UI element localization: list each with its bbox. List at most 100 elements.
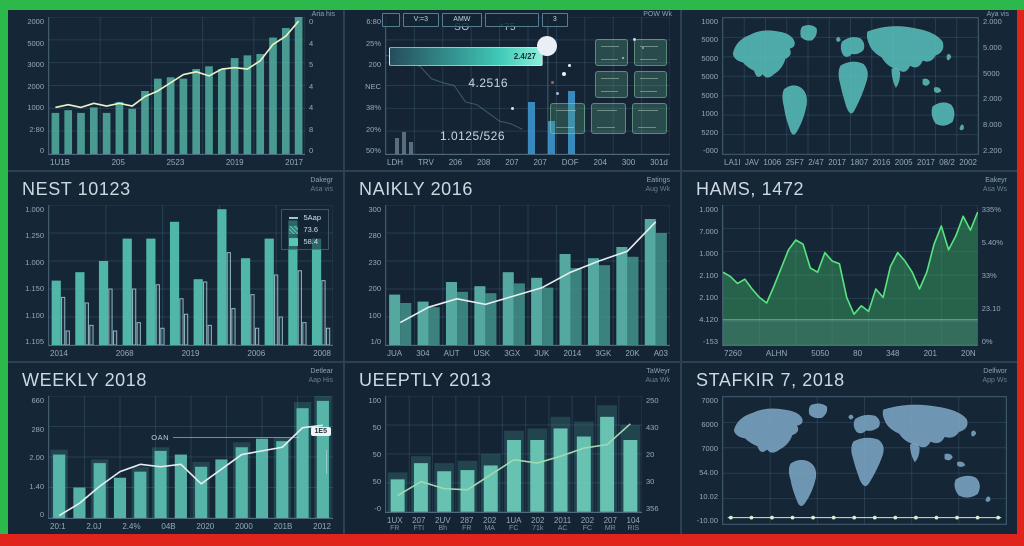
upper-left-value: SO [454,22,470,34]
y-axis-tick: 2.000 [983,94,1002,104]
ueeptly-canvas [386,396,642,512]
y-axis-tick: 430 [646,422,659,432]
x-axis: 2014 2068 2019 2006 2008 [48,346,333,361]
card-line [638,126,657,128]
stat-cards-grid [550,38,668,134]
chart-area: 6:80 25% 200 NEC 38% 20% 50% SO *75 2.4/27 4.2516… [353,17,670,170]
annotation-value-box[interactable]: 1E5 [310,426,331,436]
panel-title: NEST 10123 [22,179,131,199]
stat-card[interactable] [550,102,586,134]
corner-line-1: Dakegr [310,177,333,184]
plot-area[interactable] [48,17,305,155]
y-axis-tick: 0 [39,146,44,155]
grey-bar [394,137,399,154]
y-axis-tick: 250 [646,396,659,405]
y-axis-tick: 1.150 [25,284,44,294]
blue-bar [528,101,535,154]
annotation-line: OAN [151,433,299,442]
y-axis-tick: 4.120 [699,315,718,324]
corner-line-1: Delfwor [983,368,1007,375]
y-axis-left: 1000 5000 5000 5000 5000 1000 5200 -000 [690,17,722,155]
y-axis-left: 100 50 50 50 -0 [353,396,385,513]
stat-card[interactable] [595,70,629,98]
blue-bar [567,90,575,154]
card-line [601,77,620,79]
plot-area[interactable]: OAN 1E5 [48,396,333,519]
toolbar-box[interactable] [484,13,539,27]
scatter-dot [510,107,514,111]
progress-bar[interactable]: 2.4/27 [388,47,543,66]
y-axis-tick: 1.000 [25,257,44,267]
x-axis-tick: LA1I [724,158,741,167]
y-axis-tick: 5.40% [981,238,1003,247]
bars-layer [389,219,667,345]
toolbar-box[interactable]: 3 [541,13,568,27]
x-axis-tick: 208 [476,158,491,167]
panel-top-right-world-map: Aya vis 1000 5000 5000 5000 5000 1000 5200 -000… [682,10,1017,170]
bars-layer [50,396,332,518]
plot-area[interactable]: 5Aap 73.6 58.4 [48,205,333,346]
stat-card[interactable] [591,102,627,134]
chart-area: 300 280 230 200 100 1/0 JUA 304 AUT USK 3GX JUK 201… [353,205,670,361]
solid-legend-icon [289,237,299,246]
y-axis-tick: 7.000 [699,227,718,236]
card-row [550,70,668,98]
plot-area[interactable] [722,17,979,155]
bars-layer [387,405,641,512]
timeline [728,515,1002,520]
stat-card[interactable] [634,38,668,66]
plot-area[interactable] [722,205,978,346]
scatter-dot [621,56,624,59]
y-axis-tick: 6000 [701,420,718,429]
mid-value: 4.2516 [468,75,509,90]
panel-header: WEEKLY 2018 Detlear Aap His [16,368,333,394]
chart-area: 1.000 7.000 1.000 2.100 2.100 4.120 -153 335% 5… [690,205,1007,361]
fade-trend-line [386,55,522,129]
y-axis-tick: 25% [365,38,381,48]
x-axis-tick: 202 MA [483,515,497,532]
stat-card[interactable] [634,70,668,98]
toolbar-box[interactable] [381,13,400,27]
frame-bottom-border [0,534,1024,546]
y-axis-tick: 2000 [27,81,44,91]
toolbar-box[interactable]: AMW [441,13,482,27]
y-axis-tick: 1.000 [25,205,44,214]
stat-card[interactable] [595,38,629,66]
x-axis-tick: 25F7 [785,158,804,167]
x-axis-tick: 2000 [235,522,253,531]
x-axis-tick: 287 FR [460,515,474,532]
toolbar-box[interactable]: V:=3 [402,13,439,27]
legend-label: 58.4 [303,237,319,246]
plot-area[interactable] [385,205,670,346]
frame-top-border [0,0,1024,10]
y-axis-tick: 6:80 [366,17,381,26]
panel-title: WEEKLY 2018 [22,370,148,390]
bottom-value: 1.0125/526 [439,129,506,144]
x-axis-tick: ALHN [765,349,788,358]
scatter-dot [562,71,567,76]
trend-line [55,21,298,107]
nest-canvas [49,205,333,345]
y-axis-tick: 8 [309,124,314,134]
x-axis-tick: 80 [853,349,863,358]
legend-item: 73.6 [289,225,321,234]
x-axis-tick: 300 [621,158,636,167]
plot-area[interactable] [385,396,642,513]
upper-right-value: *75 [499,22,517,34]
progress-value: 2.4/27 [513,51,536,61]
x-axis-tick: 04B [161,522,176,531]
y-axis-left: 1.000 1.250 1.000 1.150 1.100 1.105 [16,205,48,346]
x-axis-tick: JAV [744,158,759,167]
plot-area[interactable] [722,396,1007,525]
y-axis-tick: 200 [368,60,381,69]
y-axis-tick: 23.10 [981,304,1001,313]
y-axis-tick: 356 [646,503,659,513]
top-right-map-canvas [723,18,978,154]
stat-card[interactable] [632,102,668,134]
x-axis-tick: 304 [416,349,430,358]
card-line [556,109,577,111]
y-axis-tick: 1.105 [25,336,44,346]
plot-area[interactable]: SO *75 2.4/27 4.2516 1.0125/526 [385,17,670,155]
x-axis-tick: 1UA FC [505,515,522,532]
corner-line-1: Detlear [310,368,333,375]
